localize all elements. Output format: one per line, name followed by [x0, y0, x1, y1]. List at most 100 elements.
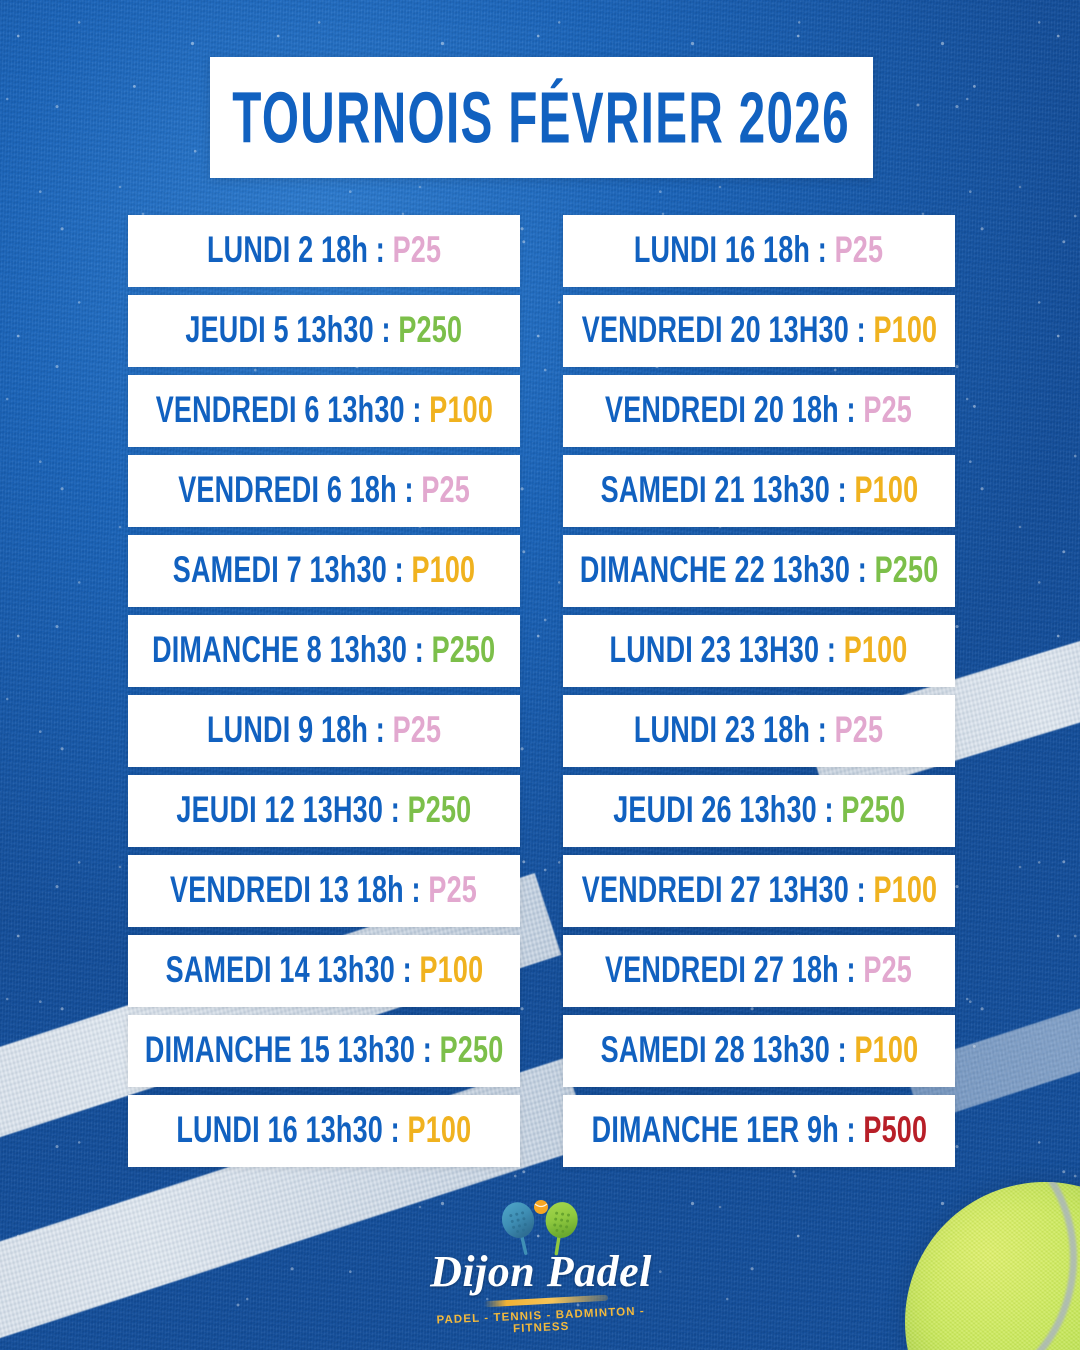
tournament-row[interactable]: JEUDI 12 13H30 : P250: [128, 775, 520, 847]
tournament-day-time: JEUDI 26 13h30: [613, 790, 817, 831]
tournament-category-badge: P100: [854, 470, 918, 511]
tournament-separator: :: [396, 470, 422, 511]
tournament-category-badge: P250: [439, 1030, 504, 1071]
tennis-ball-decoration: [905, 1182, 1080, 1350]
tournament-entry: SAMEDI 28 13h30 : P100: [600, 1030, 918, 1071]
tournament-entry: DIMANCHE 8 13h30 : P250: [152, 630, 495, 671]
tournament-category-badge: P25: [835, 710, 884, 751]
tournament-day-time: VENDREDI 6 18h: [178, 470, 397, 511]
tournament-row[interactable]: VENDREDI 20 18h : P25: [563, 375, 955, 447]
padel-rackets-icon: [501, 1200, 578, 1256]
tournament-row[interactable]: LUNDI 9 18h : P25: [128, 695, 520, 767]
tournament-day-time: LUNDI 23 13H30: [610, 630, 820, 671]
tournament-separator: :: [816, 790, 842, 831]
tournament-row[interactable]: DIMANCHE 22 13h30 : P250: [563, 535, 955, 607]
tournament-separator: :: [367, 710, 393, 751]
tournament-separator: :: [383, 1110, 408, 1151]
tournament-row[interactable]: DIMANCHE 15 13h30 : P250: [128, 1015, 520, 1087]
tournament-entry: SAMEDI 21 13h30 : P100: [600, 470, 918, 511]
tournament-row[interactable]: DIMANCHE 1ER 9h : P500: [563, 1095, 955, 1167]
tournament-entry: VENDREDI 13 18h : P25: [171, 870, 478, 911]
tournament-entry: LUNDI 23 18h : P25: [634, 710, 883, 751]
tournament-category-badge: P25: [835, 230, 884, 271]
tournament-day-time: JEUDI 5 13h30: [185, 310, 375, 351]
tournament-row[interactable]: LUNDI 16 18h : P25: [563, 215, 955, 287]
tournament-day-time: LUNDI 16 18h: [634, 230, 811, 271]
tournament-separator: :: [414, 1030, 440, 1071]
tournament-day-time: SAMEDI 7 13h30: [172, 550, 387, 591]
tournament-day-time: VENDREDI 20 18h: [605, 390, 840, 431]
tournament-day-time: DIMANCHE 1ER 9h: [591, 1110, 839, 1151]
tournament-entry: LUNDI 2 18h : P25: [207, 230, 441, 271]
tournament-row[interactable]: VENDREDI 13 18h : P25: [128, 855, 520, 927]
tournament-row[interactable]: LUNDI 2 18h : P25: [128, 215, 520, 287]
tournament-row[interactable]: DIMANCHE 8 13h30 : P250: [128, 615, 520, 687]
tournament-day-time: LUNDI 16 13h30: [176, 1110, 384, 1151]
page-title: TOURNOIS FÉVRIER 2026: [232, 77, 851, 158]
tournament-separator: :: [404, 870, 429, 911]
tournament-entry: VENDREDI 20 18h : P25: [606, 390, 913, 431]
logo-wordmark: Dijon Padel: [430, 1247, 652, 1296]
title-card: TOURNOIS FÉVRIER 2026: [210, 57, 873, 178]
tournament-category-badge: P250: [431, 630, 496, 671]
tournament-separator: :: [829, 1030, 855, 1071]
tournament-row[interactable]: JEUDI 5 13h30 : P250: [128, 295, 520, 367]
tournament-day-time: VENDREDI 6 13h30: [155, 390, 405, 431]
tournament-day-time: DIMANCHE 8 13h30: [152, 630, 408, 671]
tournament-category-badge: P500: [862, 1110, 927, 1151]
tournament-separator: :: [810, 230, 836, 271]
tournament-category-badge: P25: [863, 390, 913, 431]
tournament-row[interactable]: SAMEDI 14 13h30 : P100: [128, 935, 520, 1007]
tournament-entry: SAMEDI 7 13h30 : P100: [173, 550, 475, 591]
tournament-category-badge: P25: [428, 870, 478, 911]
tournament-category-badge: P100: [411, 550, 476, 591]
tournament-row[interactable]: LUNDI 23 18h : P25: [563, 695, 955, 767]
tournament-entry: JEUDI 26 13h30 : P250: [613, 790, 905, 831]
tournament-day-time: DIMANCHE 22 13h30: [579, 550, 850, 591]
tournament-row[interactable]: LUNDI 23 13H30 : P100: [563, 615, 955, 687]
tournament-row[interactable]: SAMEDI 28 13h30 : P100: [563, 1015, 955, 1087]
brand-logo: Dijon Padel PADEL - TENNIS - BADMINTON -…: [416, 1198, 666, 1338]
tournament-category-badge: P250: [874, 550, 939, 591]
tournament-category-badge: P250: [841, 790, 905, 831]
tournament-separator: :: [838, 1110, 863, 1151]
tournament-separator: :: [407, 630, 432, 671]
tournament-entry: VENDREDI 20 13H30 : P100: [581, 310, 937, 351]
tournament-day-time: LUNDI 2 18h: [206, 230, 368, 271]
tournament-separator: :: [848, 310, 873, 351]
tournament-row[interactable]: SAMEDI 7 13h30 : P100: [128, 535, 520, 607]
tournament-separator: :: [367, 230, 393, 271]
tournament-separator: :: [829, 470, 855, 511]
tournament-separator: :: [404, 390, 429, 431]
tournament-category-badge: P25: [392, 230, 442, 271]
tournament-category-badge: P25: [863, 950, 913, 991]
tournament-separator: :: [383, 790, 408, 831]
tournament-day-time: JEUDI 12 13H30: [176, 790, 384, 831]
tournament-row[interactable]: LUNDI 16 13h30 : P100: [128, 1095, 520, 1167]
tournament-category-badge: P25: [392, 710, 442, 751]
tournament-row[interactable]: VENDREDI 27 13H30 : P100: [563, 855, 955, 927]
tournament-day-time: SAMEDI 21 13h30: [600, 470, 830, 511]
tournament-entry: DIMANCHE 1ER 9h : P500: [591, 1110, 927, 1151]
tournament-category-badge: P100: [854, 1030, 918, 1071]
tournament-row[interactable]: VENDREDI 6 18h : P25: [128, 455, 520, 527]
tournament-entry: VENDREDI 6 18h : P25: [178, 470, 470, 511]
tournament-entry: LUNDI 16 18h : P25: [634, 230, 883, 271]
tournament-category-badge: P25: [421, 470, 470, 511]
tournament-entry: DIMANCHE 22 13h30 : P250: [580, 550, 938, 591]
tournament-separator: :: [839, 950, 864, 991]
tournament-entry: LUNDI 16 13h30 : P100: [177, 1110, 472, 1151]
tournament-day-time: DIMANCHE 15 13h30: [144, 1030, 415, 1071]
tournament-separator: :: [386, 550, 412, 591]
tournament-row[interactable]: VENDREDI 6 13h30 : P100: [128, 375, 520, 447]
tournament-separator: :: [849, 550, 875, 591]
tournament-row[interactable]: SAMEDI 21 13h30 : P100: [563, 455, 955, 527]
tournament-row[interactable]: VENDREDI 27 18h : P25: [563, 935, 955, 1007]
tournament-separator: :: [848, 870, 873, 911]
tournament-row[interactable]: VENDREDI 20 13H30 : P100: [563, 295, 955, 367]
tournament-category-badge: P100: [428, 390, 493, 431]
tournament-day-time: LUNDI 23 18h: [634, 710, 811, 751]
tournament-day-time: VENDREDI 13 18h: [170, 870, 405, 911]
schedule-column-right: LUNDI 16 18h : P25 VENDREDI 20 13H30 : P1…: [563, 215, 955, 1175]
tournament-row[interactable]: JEUDI 26 13h30 : P250: [563, 775, 955, 847]
